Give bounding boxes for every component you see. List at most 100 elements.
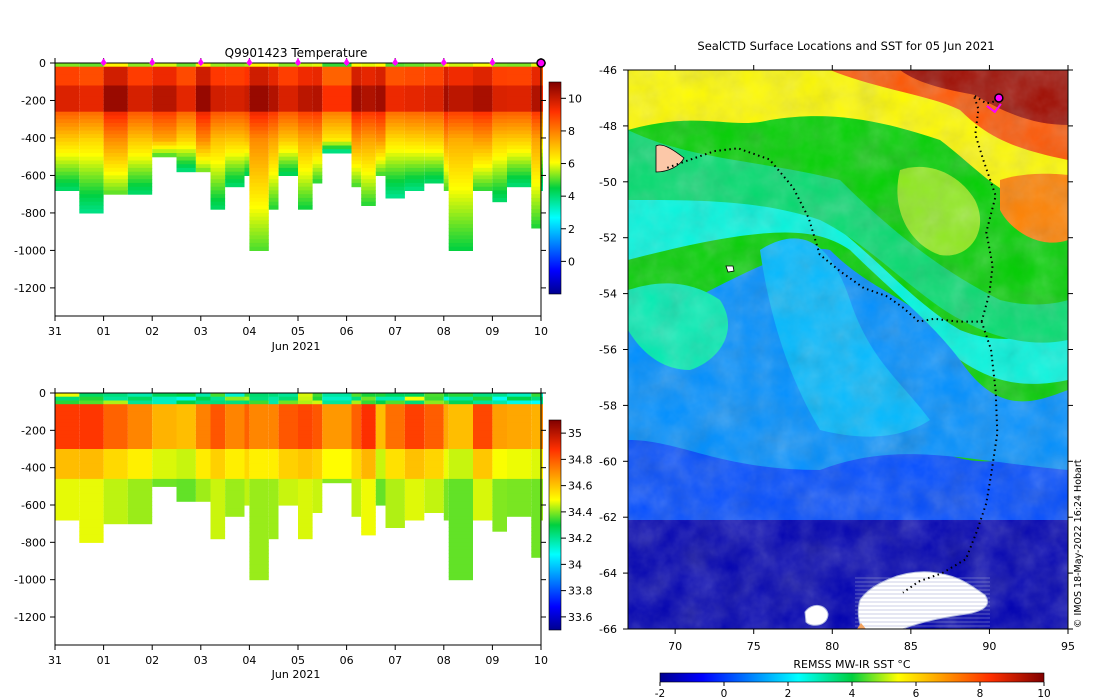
section-cell <box>541 104 543 109</box>
section-cell <box>541 426 543 431</box>
section-cell <box>541 501 543 506</box>
section-cell <box>79 493 104 499</box>
section-cell <box>507 141 532 146</box>
section-cell <box>79 197 104 203</box>
section-cell <box>322 130 352 135</box>
section-cell <box>322 74 352 79</box>
section-cell <box>322 471 352 476</box>
lon-tick-label: 75 <box>747 640 761 653</box>
section-cell <box>225 70 245 75</box>
section-cell <box>152 482 177 487</box>
section-cell <box>448 434 473 439</box>
colorbar-tick-label: 34.2 <box>568 532 593 545</box>
section-cell <box>448 422 473 428</box>
section-cell <box>404 478 425 484</box>
section-cell <box>361 422 376 428</box>
section-cell <box>424 393 444 398</box>
section-cell <box>385 190 405 195</box>
section-cell <box>507 415 532 420</box>
section-cell <box>225 74 245 79</box>
section-cell <box>361 445 376 450</box>
section-cell <box>473 179 493 184</box>
section-cell <box>298 493 313 499</box>
section-cell <box>507 85 532 90</box>
section-cell <box>268 452 279 457</box>
section-cell <box>298 186 313 191</box>
section-cell <box>361 430 376 435</box>
section-cell <box>268 415 279 420</box>
section-cell <box>385 78 405 83</box>
section-cell <box>375 482 386 487</box>
section-cell <box>424 460 444 465</box>
section-cell <box>103 501 128 506</box>
section-cell <box>361 201 376 206</box>
section-cell <box>492 516 507 521</box>
sst-field <box>628 70 1068 629</box>
section-cell <box>312 475 323 480</box>
lat-tick-label: -54 <box>599 288 617 301</box>
y-tick-label: -400 <box>21 462 46 475</box>
section-cell <box>361 463 376 469</box>
section-cell <box>404 138 425 143</box>
section-cell <box>176 460 196 465</box>
section-cell <box>473 186 493 191</box>
section-cell <box>351 96 362 101</box>
section-cell <box>195 456 211 461</box>
section-cell <box>351 400 362 405</box>
section-cell <box>210 111 226 116</box>
section-cell <box>375 430 386 435</box>
section-cell <box>531 96 541 101</box>
section-cell <box>225 126 245 131</box>
section-cell <box>278 167 298 173</box>
section-cell <box>103 93 128 98</box>
section-cell <box>351 119 362 124</box>
section-cell <box>103 134 128 139</box>
section-cell <box>79 104 104 109</box>
section-cell <box>176 134 196 139</box>
section-cell <box>531 74 541 79</box>
section-cell <box>55 508 80 513</box>
section-cell <box>531 486 541 491</box>
section-cell <box>312 104 323 109</box>
section-cell <box>268 404 279 409</box>
section-cell <box>195 404 211 409</box>
section-cell <box>195 89 211 94</box>
section-cell <box>127 123 153 128</box>
section-cell <box>278 426 298 431</box>
section-cell <box>531 426 541 431</box>
section-cell <box>278 441 298 446</box>
section-cell <box>375 441 386 446</box>
section-cell <box>492 486 507 491</box>
section-cell <box>541 493 543 499</box>
section-cell <box>531 549 541 555</box>
section-cell <box>443 100 449 105</box>
section-cell <box>541 186 543 191</box>
section-cell <box>531 441 541 446</box>
section-cell <box>152 85 177 90</box>
section-cell <box>507 145 532 150</box>
section-cell <box>541 486 543 491</box>
section-cell <box>312 119 323 124</box>
section-cell <box>298 167 313 173</box>
section-cell <box>312 123 323 128</box>
section-cell <box>531 512 541 517</box>
section-cell <box>531 501 541 506</box>
section-cell <box>492 422 507 428</box>
section-cell <box>278 153 298 158</box>
section-cell <box>312 89 323 94</box>
section-cell <box>404 119 425 124</box>
section-cell <box>492 400 507 405</box>
section-cell <box>312 482 323 487</box>
section-cell <box>448 242 473 248</box>
section-cell <box>127 493 153 499</box>
surface-marker <box>197 58 204 66</box>
section-cell <box>268 400 279 405</box>
section-cell <box>385 430 405 435</box>
section-cell <box>351 182 362 188</box>
section-cell <box>448 149 473 154</box>
section-cell <box>210 434 226 439</box>
section-cell <box>210 393 226 398</box>
section-cell <box>531 419 541 424</box>
section-cell <box>225 460 245 465</box>
section-cell <box>424 419 444 424</box>
